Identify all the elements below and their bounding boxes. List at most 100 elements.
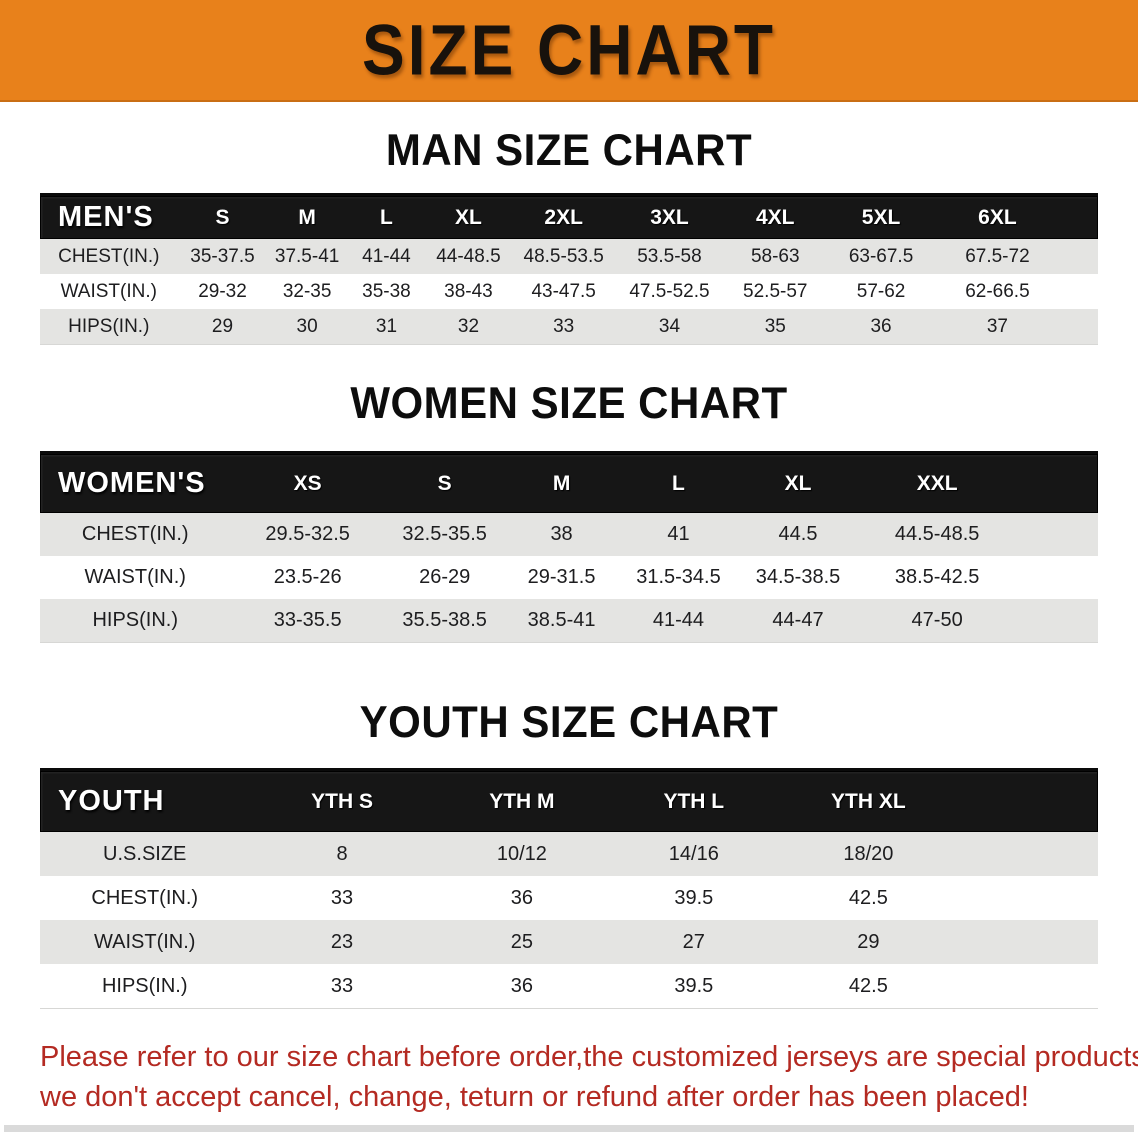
value-cell: 26-29 [419, 566, 471, 588]
value-cell: 42.5 [848, 974, 888, 997]
row-label: WAIST(IN.) [94, 930, 196, 953]
value-cell: 36 [510, 974, 534, 997]
size-column-header: M [552, 471, 571, 495]
size-column-header: S [215, 205, 230, 229]
women-size-chart-heading: WOMEN SIZE CHART [350, 377, 788, 428]
man-size-chart-heading: MAN SIZE CHART [385, 124, 753, 175]
value-cell: 38.5-42.5 [894, 566, 980, 588]
value-cell: 39.5 [674, 886, 714, 909]
row-label: HIPS(IN.) [92, 609, 178, 631]
value-cell: 48.5-53.5 [523, 245, 604, 267]
value-cell: 27 [682, 930, 705, 953]
table-row: CHEST(IN.) 29.5-32.5 32.5-35.5 38 41 44.5 44.5… [40, 513, 1098, 556]
value-cell: 30 [296, 315, 318, 337]
size-column-header: XL [455, 205, 482, 229]
size-column-header: YTH XL [831, 789, 906, 813]
value-cell: 29-32 [198, 280, 247, 302]
size-chart-title: SIZE CHART [362, 9, 776, 91]
value-cell: 67.5-72 [965, 245, 1030, 267]
size-column-header: L [380, 205, 393, 229]
value-cell: 35-38 [362, 280, 411, 302]
value-cell: 58-63 [750, 245, 800, 267]
value-cell: 34 [658, 315, 681, 337]
table-row: HIPS(IN.) 29 30 31 32 33 34 35 36 37 [40, 309, 1098, 344]
value-cell: 31.5-34.5 [636, 566, 721, 588]
value-cell: 23 [330, 930, 354, 953]
value-cell: 33 [330, 974, 354, 997]
row-label: CHEST(IN.) [91, 886, 199, 909]
table-row: U.S.SIZE 8 10/12 14/16 18/20 [40, 832, 1098, 876]
size-column-header: 5XL [861, 205, 901, 229]
table-row: WAIST(IN.) 29-32 32-35 35-38 38-43 43-47.5 47.… [40, 274, 1098, 309]
size-column-header: XL [784, 471, 812, 495]
value-cell: 32.5-35.5 [402, 523, 487, 545]
table-header-bar: YOUTH YTH S YTH M YTH L YTH XL [40, 768, 1098, 832]
value-cell: 42.5 [848, 886, 888, 909]
value-cell: 41 [667, 523, 690, 545]
value-cell: 10/12 [496, 842, 547, 865]
value-cell: 43-47.5 [531, 280, 596, 302]
size-column-header: XXL [916, 471, 958, 495]
value-cell: 35.5-38.5 [402, 609, 487, 631]
value-cell: 32 [457, 315, 480, 337]
women-size-table: WOMEN'S XS S M L XL XXL CHEST(IN.) 29.5-32.5 32.5… [40, 451, 1098, 643]
value-cell: 41-44 [362, 245, 411, 267]
value-cell: 14/16 [668, 842, 719, 865]
value-cell: 47-50 [911, 609, 963, 631]
men-size-table: MEN'S S M L XL 2XL 3XL 4XL 5XL 6XL CHEST(IN.) 35-37… [40, 193, 1098, 345]
table-row: CHEST(IN.) 33 36 39.5 42.5 [40, 876, 1098, 920]
size-column-header: 6XL [978, 205, 1017, 229]
value-cell: 38-43 [444, 280, 493, 302]
table-row: CHEST(IN.) 35-37.5 37.5-41 41-44 44-48.5 48.5… [40, 239, 1098, 274]
row-label: WAIST(IN.) [60, 280, 157, 302]
value-cell: 32-35 [282, 280, 332, 302]
value-cell: 29.5-32.5 [265, 523, 350, 545]
value-cell: 35-37.5 [190, 245, 255, 267]
disclaimer-line-1: Please refer to our size chart before or… [40, 1041, 1138, 1073]
row-label: HIPS(IN.) [68, 315, 150, 337]
youth-size-table: YOUTH YTH S YTH M YTH L YTH XL U.S.SIZE 8 10/12… [40, 768, 1098, 1009]
value-cell: 29-31.5 [527, 566, 596, 588]
value-cell: 35 [764, 315, 786, 337]
value-cell: 47.5-52.5 [629, 280, 710, 302]
disclaimer-text: Please refer to our size chart before or… [0, 1037, 1138, 1117]
value-cell: 31 [375, 315, 398, 337]
size-column-header: XS [293, 471, 322, 495]
row-label: U.S.SIZE [103, 842, 187, 865]
section-man-size-chart: MAN SIZE CHART MEN'S S M L XL 2XL 3XL 4XL 5XL 6XL… [0, 124, 1138, 345]
value-cell: 36 [870, 315, 892, 337]
table-corner-label: WOMEN'S [58, 467, 206, 499]
bottom-strip [4, 1125, 1134, 1132]
value-cell: 18/20 [843, 842, 894, 865]
value-cell: 33 [330, 886, 354, 909]
table-row: HIPS(IN.) 33-35.5 35.5-38.5 38.5-41 41-44 44-… [40, 599, 1098, 642]
table-corner-label: YOUTH [58, 785, 165, 817]
value-cell: 33-35.5 [273, 609, 342, 631]
value-cell: 23.5-26 [273, 566, 342, 588]
size-column-header: S [437, 471, 452, 495]
value-cell: 39.5 [674, 974, 714, 997]
value-cell: 36 [510, 886, 534, 909]
size-column-header: 4XL [756, 205, 795, 229]
row-label: HIPS(IN.) [101, 974, 188, 997]
value-cell: 52.5-57 [743, 280, 808, 302]
size-column-header: YTH L [663, 789, 725, 813]
value-cell: 29 [211, 315, 234, 337]
value-cell: 44.5-48.5 [894, 523, 980, 545]
size-chart-banner: SIZE CHART [0, 0, 1138, 102]
value-cell: 29 [857, 930, 880, 953]
value-cell: 44-48.5 [436, 245, 501, 267]
value-cell: 34.5-38.5 [755, 566, 841, 588]
table-row: WAIST(IN.) 23 25 27 29 [40, 920, 1098, 964]
row-label: CHEST(IN.) [81, 523, 189, 545]
value-cell: 25 [510, 930, 534, 953]
table-corner-label: MEN'S [58, 201, 154, 233]
size-column-header: YTH S [311, 789, 373, 813]
row-label: CHEST(IN.) [58, 245, 160, 267]
value-cell: 41-44 [652, 609, 705, 631]
size-column-header: 2XL [544, 205, 583, 229]
section-youth-size-chart: YOUTH SIZE CHART YOUTH YTH S YTH M YTH L YTH… [0, 697, 1138, 1009]
value-cell: 33 [553, 315, 575, 337]
row-label: WAIST(IN.) [84, 566, 186, 588]
table-row: HIPS(IN.) 33 36 39.5 42.5 [40, 964, 1098, 1008]
